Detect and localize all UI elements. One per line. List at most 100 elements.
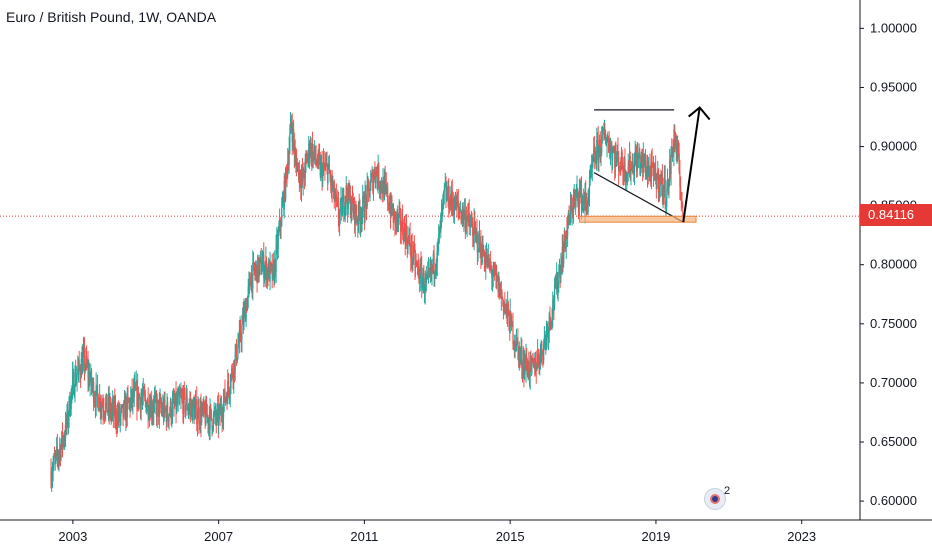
candle-body: [659, 178, 661, 186]
candle-body: [264, 267, 266, 274]
candle-body: [271, 264, 273, 279]
candle-body: [210, 407, 212, 410]
candle-body: [228, 393, 231, 395]
candle-body: [400, 230, 402, 232]
candle-body: [555, 283, 557, 289]
candle-body: [515, 337, 518, 349]
candle-body: [553, 306, 555, 308]
candle-body: [133, 386, 135, 397]
candle-body: [178, 391, 181, 397]
candle-body: [374, 178, 376, 181]
candle-body: [488, 254, 490, 267]
candle-body: [338, 212, 341, 224]
candle-body: [540, 341, 542, 352]
candle-body: [244, 305, 246, 311]
candle-body: [309, 152, 311, 158]
candle-body: [478, 233, 480, 252]
candle-body: [227, 380, 230, 389]
candle-body: [383, 179, 386, 199]
candle-body: [497, 276, 499, 292]
candle-body: [601, 134, 603, 153]
candle-body: [534, 357, 536, 374]
candle-body: [670, 151, 672, 174]
candle-body: [289, 133, 291, 150]
candle-body: [425, 278, 427, 283]
candle-body: [575, 195, 577, 202]
candle-body: [216, 409, 218, 421]
candle-body: [78, 360, 80, 368]
candle-body: [417, 264, 419, 268]
last-price-label: 0.84116: [860, 204, 932, 226]
candle-body: [607, 139, 609, 141]
candle-body: [201, 404, 203, 412]
target-arrow-head: [688, 106, 711, 121]
candle-body: [675, 140, 677, 155]
candle-body: [222, 401, 225, 418]
candle-body: [433, 253, 435, 275]
candle-body: [618, 157, 620, 172]
candle-body: [332, 182, 335, 188]
candle-body: [311, 144, 314, 162]
candle-body: [52, 465, 54, 473]
candle-body: [83, 347, 85, 351]
candle-body: [617, 150, 619, 158]
candle-body: [650, 161, 653, 182]
candle-body: [505, 304, 507, 306]
ideas-badge-icon[interactable]: [704, 488, 726, 510]
candle-body: [332, 187, 334, 190]
candle-body: [578, 190, 581, 207]
candle-body: [164, 399, 166, 409]
candle-body: [567, 225, 569, 237]
candle-body: [611, 148, 613, 161]
candle-body: [196, 400, 198, 425]
candle-body: [169, 401, 172, 414]
candle-body: [97, 395, 99, 411]
candle-body: [508, 313, 510, 330]
candle-body: [353, 199, 356, 225]
candle-body: [382, 179, 384, 193]
candle-body: [242, 315, 244, 325]
candle-body: [246, 304, 248, 311]
candle-body: [316, 161, 318, 165]
candle-body: [435, 266, 437, 272]
candle-body: [261, 263, 263, 271]
candle-body: [204, 411, 206, 425]
candle-body: [205, 403, 208, 417]
candle-body: [427, 269, 430, 272]
candle-body: [99, 397, 101, 411]
candle-body: [80, 359, 82, 378]
candle-body: [122, 404, 124, 417]
candle-body: [73, 392, 75, 395]
candle-body: [548, 314, 550, 330]
candle-body: [454, 195, 457, 211]
candle-body: [399, 211, 401, 213]
candle-body: [341, 201, 344, 216]
candle-body: [479, 240, 481, 249]
candle-body: [132, 389, 135, 397]
candle-body: [249, 277, 251, 286]
candle-body: [626, 173, 629, 175]
candle-body: [638, 154, 640, 156]
candle-body: [605, 143, 607, 145]
candle-body: [268, 262, 270, 278]
candle-body: [430, 264, 432, 273]
candle-body: [180, 396, 182, 398]
candle-body: [415, 261, 417, 263]
candle-body: [348, 185, 350, 198]
candle-body: [282, 196, 284, 204]
candle-body: [625, 174, 627, 180]
candle-body: [112, 402, 114, 415]
candle-body: [355, 205, 357, 217]
candle-body: [269, 262, 271, 281]
candle-body: [279, 218, 281, 227]
candle-body: [251, 274, 253, 289]
candle-body: [306, 157, 308, 159]
candle-body: [66, 409, 68, 426]
candle-body: [134, 384, 136, 387]
candle-body: [672, 146, 674, 153]
candle-body: [217, 406, 219, 410]
candle-body: [476, 234, 478, 253]
candle-body: [181, 396, 183, 398]
candle-body: [114, 401, 116, 419]
